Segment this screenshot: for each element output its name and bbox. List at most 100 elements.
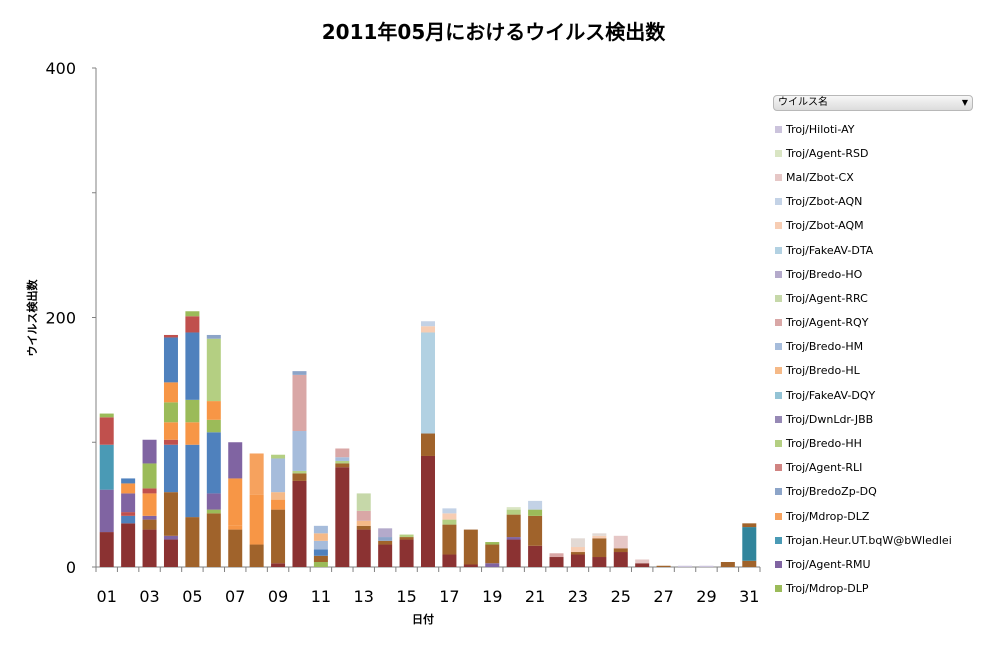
bar-segment: 31 Other (brown): 3	[742, 523, 757, 528]
legend-label: Troj/Agent-RLI	[786, 461, 863, 475]
bar-segment: 16 Other (brown): 18	[421, 433, 435, 456]
x-tick-label: 07	[225, 587, 245, 606]
bar-segment: 23 Troj/Agent-RSD: 7	[570, 538, 585, 548]
bar-segment: 24 Other (brown): 15	[592, 538, 607, 558]
legend-item: Troj/Bredo-HO	[773, 262, 973, 286]
legend-filter-dropdown[interactable]: ウイルス名 ▼	[773, 95, 973, 111]
legend-swatch	[775, 319, 782, 327]
bar-segment: 24 Other (dark red): 8	[592, 557, 607, 567]
legend-swatch	[775, 585, 782, 593]
legend-label: Troj/DwnLdr-JBB	[786, 412, 874, 426]
bar-segment: 21 Troj/Zbot-AQN: 7	[528, 500, 543, 510]
bar-segment: 04 Troj/BredoZp-DQ: 36	[163, 337, 178, 383]
bar-segment: 09 Other (dark red): 3	[271, 563, 286, 567]
bar-segment: 04 Other (brown): 35	[163, 492, 178, 536]
x-tick-label: 25	[611, 587, 631, 606]
legend-label: Troj/Bredo-HM	[786, 340, 864, 354]
bar-segment: 03 Other (brown): 8	[142, 519, 157, 530]
legend-swatch	[775, 343, 782, 351]
bar-segment: 07 Troj/Mdrop-DLZ: 38	[228, 478, 243, 526]
bar-segment: 06 Troj/BredoZp-DQ: 49	[206, 432, 221, 494]
bar-segment: 01 Trojan.Heur.UT.bqW@bWledlei: 36	[99, 444, 114, 490]
legend-item: Troj/Mdrop-DLP	[773, 577, 973, 601]
legend-label: Troj/Agent-RRC	[786, 291, 868, 305]
bar-segment: 07 Troj/Agent-RMU: 29	[228, 442, 243, 479]
bar-segment: 03 Troj/Agent-RMU: 19	[142, 439, 157, 464]
bar-segment: 26 Other (dark red): 3	[635, 563, 650, 567]
legend-label: Troj/Bredo-HL	[786, 364, 860, 378]
bar-segment: 23 Other (dark red): 10	[570, 554, 585, 567]
legend-label: Troj/Hiloti-AY	[786, 122, 855, 136]
legend-item: Troj/Agent-RMU	[773, 552, 973, 576]
bar-segment: 03 Troj/Agent-RLI: 4	[142, 488, 157, 494]
bar-segment: 04 Troj/Mdrop-DLZ: 16	[163, 382, 178, 403]
legend-item: Troj/Agent-RLI	[773, 456, 973, 480]
bar-segment: 09 Troj/Mdrop-DLZ: 8	[271, 499, 286, 510]
bar-segment: 15 Other (brown): 2	[399, 537, 414, 540]
legend-label: Trojan.Heur.UT.bqW@bWledlei	[786, 533, 952, 547]
bar-segment: 17 Troj/Zbot-AQN: 4	[442, 508, 457, 514]
x-tick-label: 03	[139, 587, 159, 606]
bar-segment: 09 Troj/Bredo-HL: 6	[271, 492, 286, 500]
bar-segment: 10 Troj/BredoZp-DQ: 3	[292, 371, 307, 375]
bar-segment: 07 Troj/Mdrop-DLZ: 3	[228, 525, 243, 530]
bar-segment: 15 Troj/Bredo-HH: 2	[399, 534, 414, 538]
bar-segment: 31 Other (brown): 5	[742, 560, 757, 567]
bar-segment: 08 Troj/Bredo-HL: 33	[249, 453, 264, 495]
legend-swatch	[775, 536, 782, 544]
bar-segment: 25 Other (dark red): 12	[613, 552, 628, 567]
legend-item: Mal/Zbot-CX	[773, 165, 973, 189]
bar-segment: 08 Other (brown): 18	[249, 544, 264, 567]
bar-segment: 09 Troj/Bredo-HH: 3	[271, 454, 286, 459]
bar-segment: 11 Troj/Mdrop-DLP: 4	[313, 562, 328, 567]
legend-swatch	[775, 391, 782, 399]
legend: ウイルス名 ▼ Troj/Hiloti-AY Troj/Agent-RSD Mal/…	[773, 95, 973, 601]
legend-swatch	[775, 464, 782, 472]
legend-label: Troj/FakeAV-DTA	[786, 243, 874, 257]
bar-segment: 04 Troj/BredoZp-DQ: 38	[163, 444, 178, 493]
bar-segment: 24 Troj/Zbot-AQM: 2	[592, 535, 607, 539]
legend-label: Troj/Agent-RQY	[786, 316, 869, 330]
bar-segment: 11 Troj/Bredo-HL: 6	[313, 533, 328, 541]
bar-segment: 02 Troj/BredoZp-DQ: 4	[121, 478, 136, 484]
bar-segment: 12 Troj/Bredo-HM: 3	[335, 457, 350, 461]
x-tick-label: 27	[653, 587, 673, 606]
legend-label: Troj/Agent-RMU	[786, 557, 871, 571]
bar-segment: 05 Troj/Mdrop-DLP: 18	[185, 399, 200, 423]
legend-label: Troj/Zbot-AQM	[786, 219, 864, 233]
bar-segment: 02 Other (dark red): 35	[121, 523, 136, 567]
bar-segment: 22 Troj/Agent-RQY: 3	[549, 553, 564, 558]
bar-segment: 18 Other (dark red): 2	[463, 564, 478, 567]
bar-segment: 11 Troj/Bredo-HM: 7	[313, 540, 328, 550]
bar-segment: 09 Troj/Bredo-HM: 27	[271, 458, 286, 493]
x-tick-label: 11	[311, 587, 331, 606]
bar-segment: 06 Troj/BredoZp-DQ: 3	[206, 334, 221, 339]
bar-segment: 02 Troj/Mdrop-DLZ: 8	[121, 483, 136, 494]
legend-label: Troj/Mdrop-DLZ	[786, 509, 870, 523]
bar-segment: 01 Troj/Agent-RLI: 22	[99, 417, 114, 445]
legend-swatch	[775, 222, 782, 230]
bar-segment: 06 Troj/Agent-RMU: 13	[206, 493, 221, 510]
bar-segment: 17 Other (brown): 24	[442, 524, 457, 555]
y-tick-label: 0	[66, 558, 76, 577]
bar-segment: 25 Mal/Zbot-CX: 10	[613, 535, 628, 549]
bar-segment: 16 Other (dark red): 89	[421, 455, 435, 567]
bar-segment: 04 Troj/Mdrop-DLZ: 14	[163, 422, 178, 440]
bar-segment: 04 Troj/Mdrop-DLP: 16	[163, 402, 178, 423]
x-tick-label: 19	[482, 587, 502, 606]
chevron-down-icon[interactable]: ▼	[961, 98, 968, 107]
bar-segment: 03 Troj/Agent-RMU: 3	[142, 515, 157, 520]
x-tick-label: 17	[439, 587, 459, 606]
bar-segment: 05 Troj/Mdrop-DLZ: 18	[185, 422, 200, 445]
legend-item: Troj/FakeAV-DTA	[773, 238, 973, 262]
bar-segment: 10 Other (brown): 6	[292, 473, 307, 481]
bar-segment: 12 Troj/Bredo-HH: 2	[335, 460, 350, 464]
bar-segment: 31 Trojan.Heur.UT.bqW@bWledlei: 27	[742, 527, 757, 561]
bar-segment: 13 Troj/Bredo-HL: 4	[356, 520, 371, 526]
legend-item: Troj/Mdrop-DLZ	[773, 504, 973, 528]
bar-segment: 03 Troj/Mdrop-DLP: 20	[142, 463, 157, 489]
bar-segment: 17 Other (dark red): 10	[442, 554, 457, 567]
bar-segment: 19 Other (brown): 15	[485, 544, 500, 564]
legend-swatch	[775, 367, 782, 375]
bar-segment: 19 Troj/Agent-RMU: 3	[485, 563, 500, 567]
